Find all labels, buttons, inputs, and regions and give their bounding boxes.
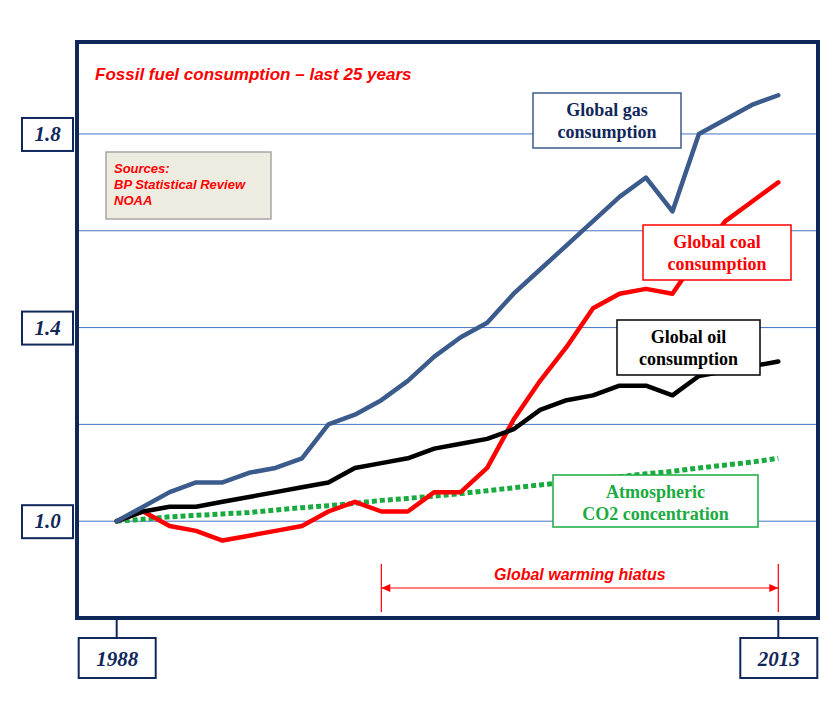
hiatus-arrow <box>381 564 778 612</box>
chart: 1.0 1.4 1.8 1988 2013 Fossil fuel consumption… <box>0 0 840 708</box>
series-label-box <box>533 93 681 148</box>
x-tick <box>116 618 118 638</box>
series-label: Global oilconsumption <box>639 327 738 369</box>
x-tick-label: 1988 <box>96 647 139 671</box>
title: Fossil fuel consumption – last 25 years <box>95 65 412 84</box>
series-label-box <box>553 475 758 527</box>
annotation: Global warming hiatus <box>494 566 666 583</box>
y-tick-box <box>22 312 73 345</box>
x-tick-box <box>740 638 817 678</box>
x-tick <box>777 618 779 638</box>
sources-box <box>106 152 271 219</box>
series-line <box>117 182 779 540</box>
arrow-head <box>381 584 390 592</box>
y-tick-box <box>22 118 73 151</box>
y-tick-box <box>22 505 73 538</box>
source-note: BP Statistical Review <box>114 177 246 192</box>
y-tick-label: 1.0 <box>34 509 61 533</box>
series-label: Global gasconsumption <box>557 100 656 142</box>
minor-grid-line <box>77 424 818 425</box>
series-label-box <box>643 225 791 280</box>
x-tick-box <box>79 638 156 678</box>
series-line <box>117 361 779 521</box>
grid-line <box>77 133 818 134</box>
source-note: Sources: <box>114 161 170 176</box>
grid <box>77 134 818 521</box>
y-tick-label: 1.8 <box>34 122 61 146</box>
y-tick-label: 1.4 <box>34 316 60 340</box>
x-tick-label: 2013 <box>757 647 800 671</box>
series-label-box <box>617 320 760 375</box>
arrow-head <box>769 584 778 592</box>
background <box>0 0 840 708</box>
plot-frame <box>77 42 818 618</box>
series-label: AtmosphericCO2 concentration <box>582 482 728 524</box>
source-note: NOAA <box>114 193 152 208</box>
arrow-line <box>381 587 778 588</box>
series-label: Global coalconsumption <box>667 232 766 274</box>
